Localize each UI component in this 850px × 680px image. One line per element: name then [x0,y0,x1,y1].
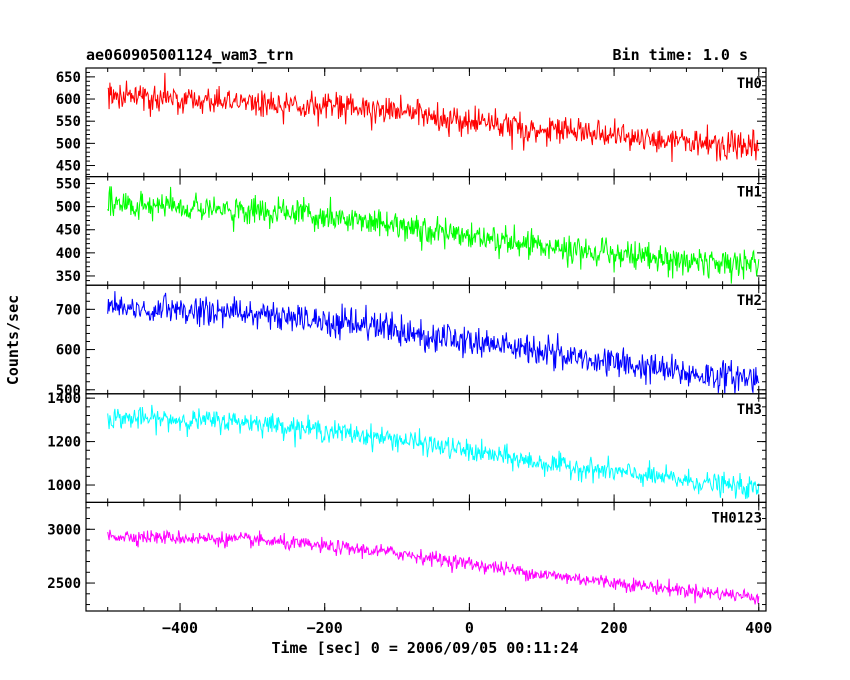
y-tick-label: 350 [56,269,81,285]
series-line-th0 [107,72,760,163]
x-axis-label: Time [sec] 0 = 2006/09/05 00:11:24 [271,639,578,657]
y-tick-label: 450 [56,159,81,175]
panel-label-th1: TH1 [737,185,762,201]
y-tick-label: 550 [56,114,81,130]
y-tick-label: 550 [56,177,81,193]
panel-th0: 450 500 550 600 650 TH0 [56,67,767,178]
series-line-th0123 [107,529,760,605]
panel-label-th3: TH3 [737,402,762,418]
x-tick-label: −400 [162,619,198,637]
y-tick-label: 400 [56,246,81,262]
x-tick-label: 0 [465,619,474,637]
y-tick-label: 450 [56,223,81,239]
x-tick-label: 400 [745,619,772,637]
x-tick-label: −200 [307,619,343,637]
panel-label-th0123: TH0123 [711,510,762,526]
y-tick-label: 650 [56,70,81,86]
y-tick-label: 600 [56,343,81,359]
y-tick-label: 1400 [47,391,81,407]
series-line-th2 [107,291,760,394]
series-line-th1 [107,186,760,284]
panel-th1: 350 400 450 500 550 TH1 [56,176,767,286]
panel-th0123: 2500 3000 TH0123 [47,501,767,612]
panel-frame [85,67,767,178]
y-tick-label: 500 [56,383,81,399]
panel-label-th2: TH2 [737,293,762,309]
panel-th3: 1000 1200 1400 TH3 [47,391,767,503]
panel-frame [85,501,767,612]
y-tick-label: 600 [56,92,81,108]
series-line-th3 [107,404,760,500]
panels-group: 450 500 550 600 650 TH0 350 400 450 500 550 TH1 500 6… [47,67,772,637]
plot-title: ae060905001124_wam3_trn [86,46,294,64]
panel-label-th0: TH0 [737,76,762,92]
y-tick-label: 700 [56,302,81,318]
y-tick-label: 500 [56,136,81,152]
y-tick-label: 1200 [47,435,81,451]
y-tick-label: 1000 [47,478,81,494]
y-tick-label: 500 [56,200,81,216]
y-tick-label: 3000 [47,522,81,538]
panel-frame [85,393,767,503]
y-tick-label: 2500 [47,576,81,592]
bin-time-label: Bin time: 1.0 s [613,46,748,64]
panel-th2: 500 600 700 TH2 [56,284,767,399]
y-axis-label: Counts/sec [4,295,22,385]
x-tick-label: 200 [601,619,628,637]
